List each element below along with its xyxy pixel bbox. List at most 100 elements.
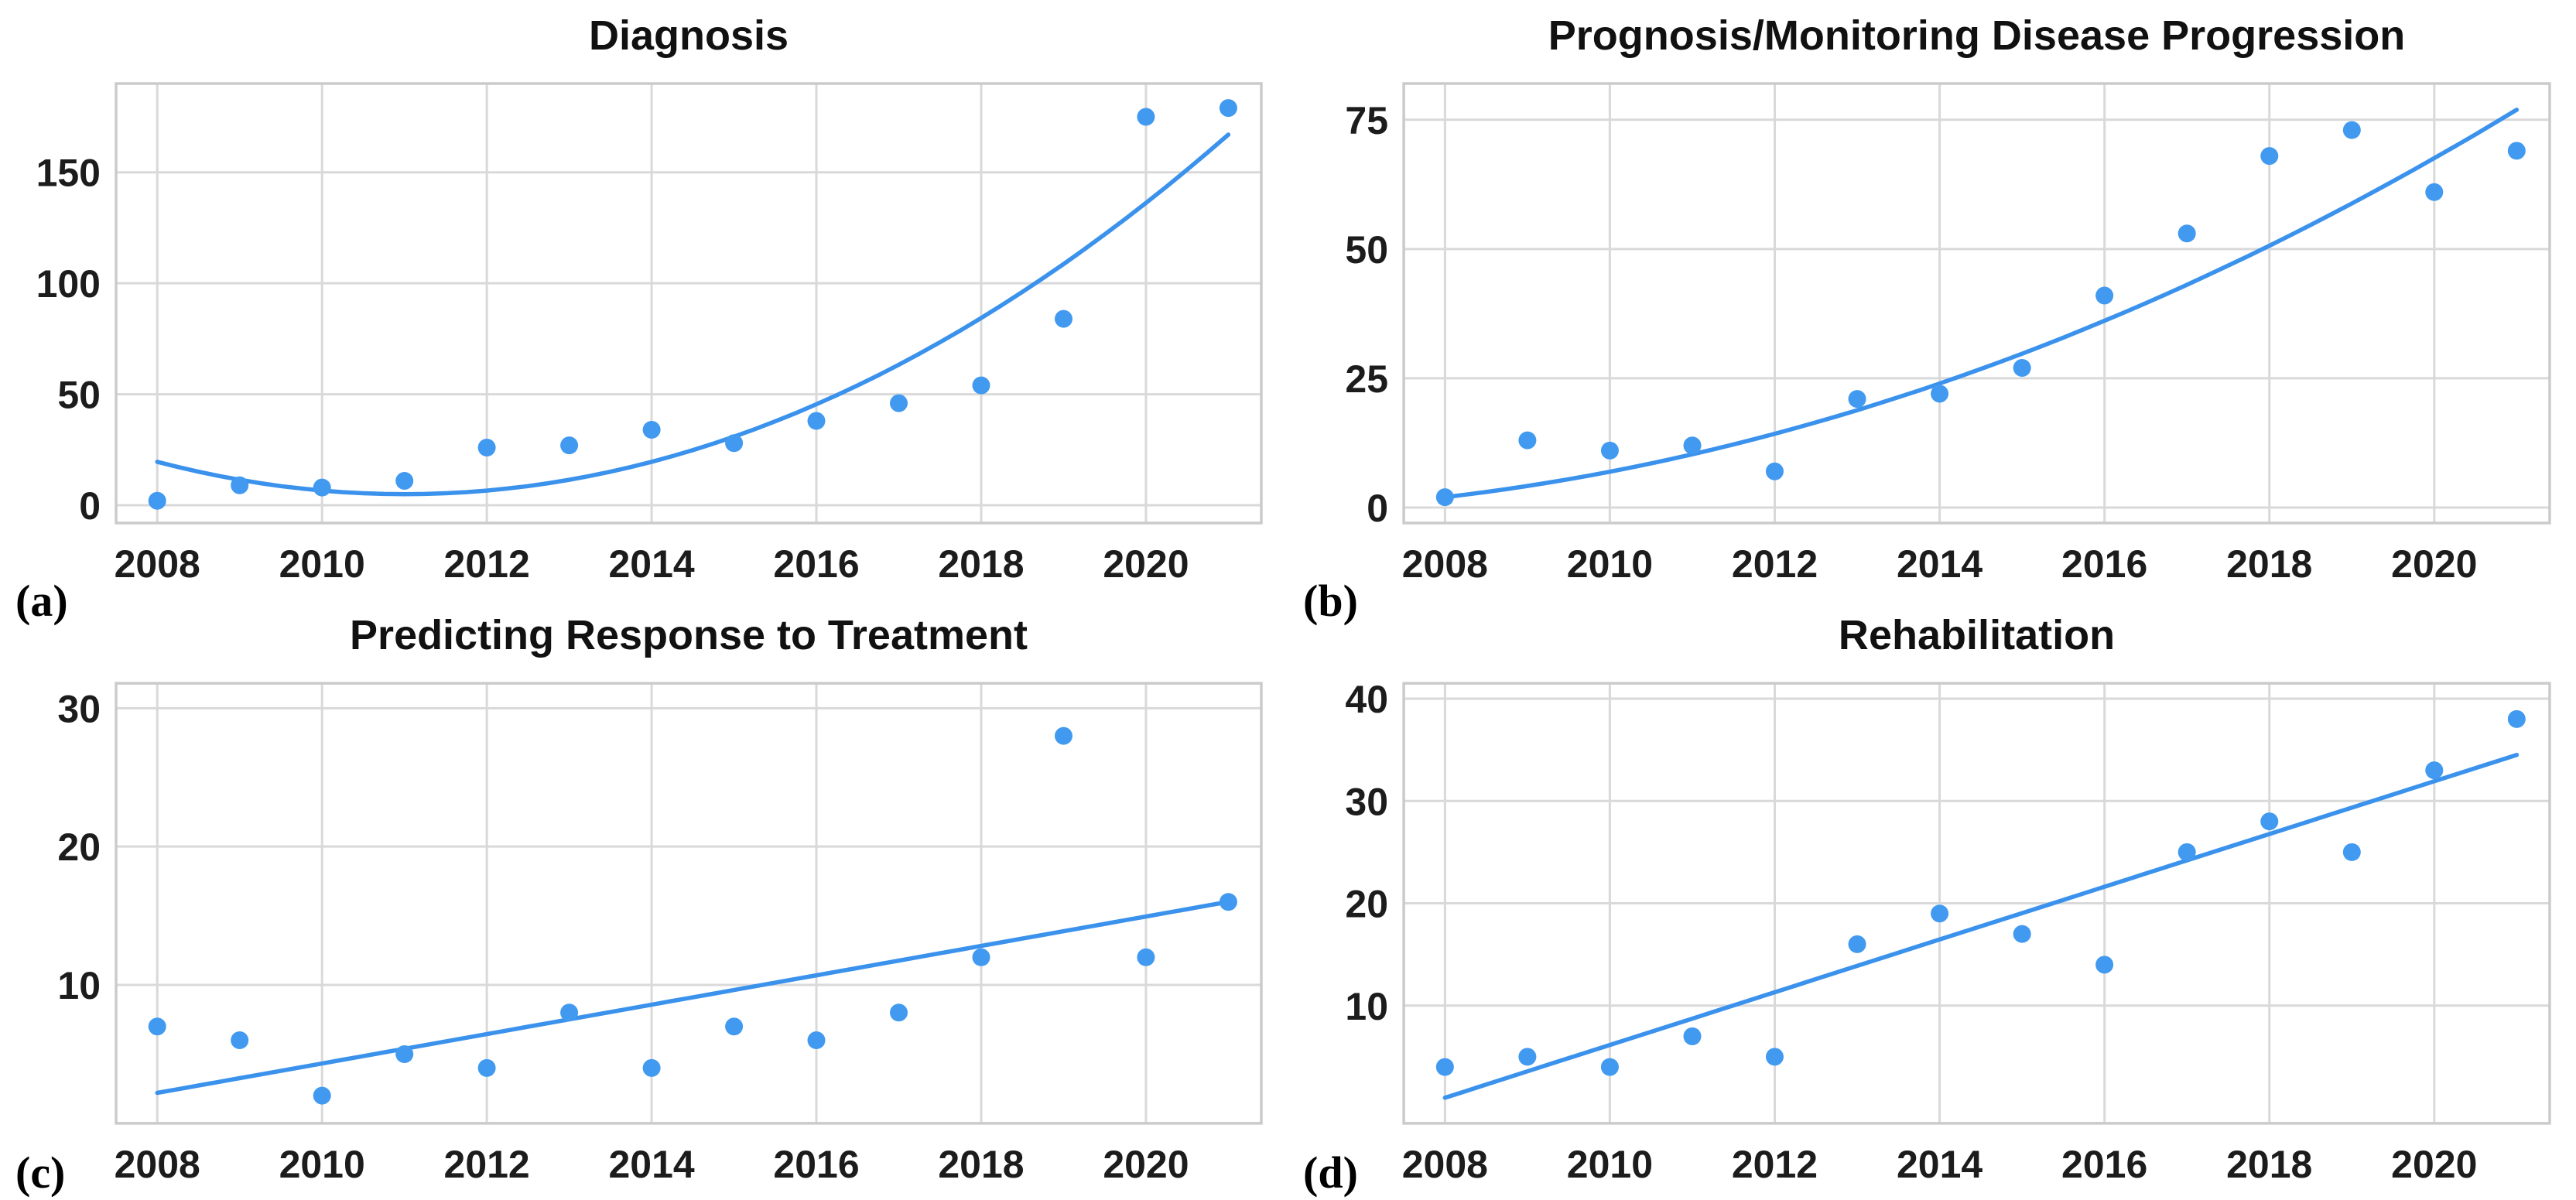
data-point	[1219, 893, 1237, 911]
data-point	[231, 1031, 249, 1050]
x-tick-label: 2020	[1103, 542, 1189, 586]
plot-border	[115, 682, 1263, 1125]
y-tick-label: 50	[57, 374, 101, 417]
data-point	[972, 376, 990, 395]
chart-predicting-response: Predicting Response to Treatment 10 20 30 20…	[57, 612, 1263, 1186]
y-tick-label: 30	[1345, 780, 1388, 823]
x-tick-label: 2010	[279, 542, 365, 586]
x-tick-label: 2010	[1567, 542, 1653, 586]
y-tick-label: 0	[1367, 487, 1388, 530]
x-tick-label: 2020	[1103, 1143, 1189, 1186]
y-tick-label: 20	[57, 826, 101, 869]
data-point	[560, 1003, 579, 1022]
chart-title: Prognosis/Monitoring Disease Progression	[1548, 12, 2406, 59]
x-tick-label: 2012	[1732, 542, 1818, 586]
chart-rehabilitation: Rehabilitation 10 20 30 40 2008 2010 2012 2014 20…	[1345, 612, 2551, 1186]
y-tick-label: 10	[57, 964, 101, 1007]
data-point	[2095, 956, 2114, 974]
panel-letter-a: (a)	[15, 576, 68, 626]
x-tick-label: 2008	[115, 1143, 200, 1186]
panel-letter-b: (b)	[1303, 576, 1358, 626]
data-point	[395, 1044, 414, 1063]
y-tick-label: 20	[1345, 883, 1388, 926]
data-point	[1683, 1027, 1702, 1045]
y-tick-label: 75	[1345, 99, 1388, 142]
trend-line	[1442, 753, 2520, 1100]
trend-line	[1442, 108, 2520, 500]
x-tick-label: 2008	[1402, 542, 1488, 586]
data-point	[1765, 1048, 1784, 1066]
x-tick-label: 2014	[608, 1143, 694, 1186]
y-tick-label: 150	[36, 152, 101, 195]
y-tick-label: 50	[1345, 228, 1388, 272]
x-tick-label: 2018	[938, 542, 1024, 586]
data-point	[231, 476, 249, 494]
data-point	[2095, 286, 2114, 305]
data-point	[807, 1031, 826, 1050]
data-point	[1137, 948, 1155, 966]
x-tick-label: 2010	[279, 1143, 365, 1186]
data-point	[313, 1086, 331, 1105]
panel-predicting-response: Predicting Response to Treatment 10 20 30 20…	[0, 600, 1288, 1200]
gridlines	[116, 683, 1261, 1123]
data-point	[477, 1058, 496, 1077]
data-point	[2425, 183, 2444, 201]
data-point	[1848, 390, 1866, 409]
data-point	[1931, 385, 1949, 403]
chart-diagnosis: Diagnosis 0 50 100 150 2008 2010 2012 2014 2016 20…	[36, 12, 1263, 586]
data-point	[2260, 147, 2279, 166]
trend-line	[155, 132, 1231, 497]
data-points	[1435, 121, 2526, 507]
data-point	[972, 948, 990, 966]
data-point	[2177, 224, 2196, 243]
x-tick-label: 2014	[608, 542, 694, 586]
plot-border	[1402, 682, 2551, 1125]
data-point	[1137, 108, 1155, 126]
data-point	[1435, 488, 1454, 507]
x-tick-label: 2014	[1897, 1143, 1982, 1186]
panel-rehabilitation: Rehabilitation 10 20 30 40 2008 2010 2012 2014 20…	[1288, 600, 2576, 1200]
data-point	[1931, 904, 1949, 923]
y-tick-label: 25	[1345, 357, 1388, 401]
data-points	[148, 726, 1237, 1105]
data-point	[2507, 709, 2526, 728]
data-point	[1518, 431, 1537, 450]
data-points	[148, 99, 1237, 510]
data-point	[1055, 309, 1072, 328]
data-point	[395, 472, 414, 490]
data-point	[1055, 726, 1072, 745]
chart-title: Diagnosis	[589, 12, 789, 59]
chart-prognosis-monitoring: Prognosis/Monitoring Disease Progression…	[1345, 12, 2551, 586]
x-tick-label: 2020	[2391, 1143, 2477, 1186]
data-point	[1765, 462, 1784, 480]
x-tick-label: 2012	[444, 1143, 530, 1186]
y-tick-label: 10	[1345, 985, 1388, 1028]
data-point	[148, 1017, 166, 1036]
plot-border	[115, 82, 1263, 525]
x-tick-label: 2018	[2226, 542, 2312, 586]
x-tick-label: 2018	[938, 1143, 1024, 1186]
data-point	[477, 439, 496, 456]
panel-letter-d: (d)	[1303, 1147, 1358, 1198]
data-point	[1518, 1048, 1537, 1066]
plot-border	[1402, 82, 2551, 525]
data-point	[2013, 359, 2031, 377]
data-point	[725, 434, 744, 453]
data-point	[1683, 436, 1702, 455]
x-tick-label: 2014	[1897, 542, 1982, 586]
data-point	[807, 412, 826, 430]
y-tick-label: 100	[36, 262, 101, 306]
data-point	[2342, 121, 2361, 139]
data-point	[313, 478, 331, 497]
gridlines	[1404, 84, 2550, 523]
gridlines	[116, 84, 1261, 523]
data-point	[1435, 1058, 1454, 1076]
data-point	[725, 1017, 744, 1036]
x-tick-label: 2016	[773, 542, 859, 586]
x-tick-label: 2008	[1402, 1143, 1488, 1186]
trend-line	[155, 899, 1231, 1096]
data-point	[890, 394, 908, 412]
y-tick-label: 0	[79, 484, 101, 528]
